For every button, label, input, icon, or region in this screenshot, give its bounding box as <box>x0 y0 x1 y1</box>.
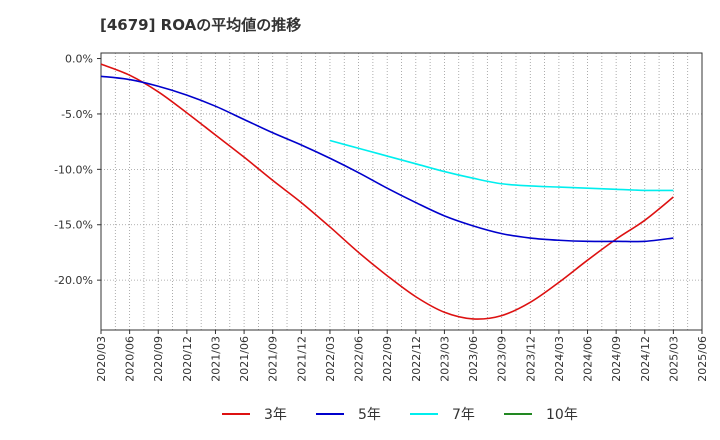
y-tick-label: -5.0% <box>61 108 93 121</box>
grid-layer <box>101 53 702 330</box>
x-tick-label: 2025/06 <box>696 336 709 382</box>
x-tick-label: 2023/06 <box>467 336 480 382</box>
x-tick-label: 2020/09 <box>152 336 165 382</box>
series-line-7年 <box>329 139 674 192</box>
x-tick-label: 2022/12 <box>410 336 423 382</box>
series-layer <box>100 63 674 320</box>
legend-label-10年: 10年 <box>546 407 578 423</box>
legend-label-5年: 5年 <box>358 407 381 423</box>
x-tick-label: 2023/09 <box>496 336 509 382</box>
series-line-3年 <box>100 63 674 320</box>
x-tick-label: 2021/03 <box>209 336 222 382</box>
x-tick-label: 2021/06 <box>238 336 251 382</box>
plot-border <box>100 52 703 331</box>
legend: 3年 5年 7年 10年 <box>222 407 578 423</box>
x-tick-label: 2020/06 <box>124 336 137 382</box>
axis-layer: 0.0% -5.0% -10.0% -15.0% -20.0% 2020/03 2020/0… <box>54 52 709 382</box>
legend-label-3年: 3年 <box>264 407 287 423</box>
x-tick-label: 2025/03 <box>667 336 680 382</box>
y-tick-label: 0.0% <box>65 53 93 66</box>
x-tick-label: 2022/03 <box>324 336 337 382</box>
x-tick-label: 2024/09 <box>610 336 623 382</box>
legend-label-7年: 7年 <box>452 407 475 423</box>
x-tick-label: 2020/12 <box>181 336 194 382</box>
x-tick-label: 2024/03 <box>553 336 566 382</box>
x-tick-label: 2022/06 <box>353 336 366 382</box>
x-tick-label: 2021/12 <box>295 336 308 382</box>
y-tick-label: -15.0% <box>54 219 93 232</box>
y-tick-label: -20.0% <box>54 274 93 287</box>
chart-title: [4679] ROAの平均値の推移 <box>100 16 302 34</box>
x-tick-label: 2023/03 <box>438 336 451 382</box>
y-tick-label: -10.0% <box>54 163 93 176</box>
x-tick-label: 2023/12 <box>524 336 537 382</box>
x-tick-label: 2021/09 <box>267 336 280 382</box>
x-tick-label: 2024/12 <box>639 336 652 382</box>
x-tick-label: 2022/09 <box>381 336 394 382</box>
series-line-5年 <box>100 75 674 243</box>
x-tick-label: 2024/06 <box>582 336 595 382</box>
x-tick-label: 2020/03 <box>95 336 108 382</box>
